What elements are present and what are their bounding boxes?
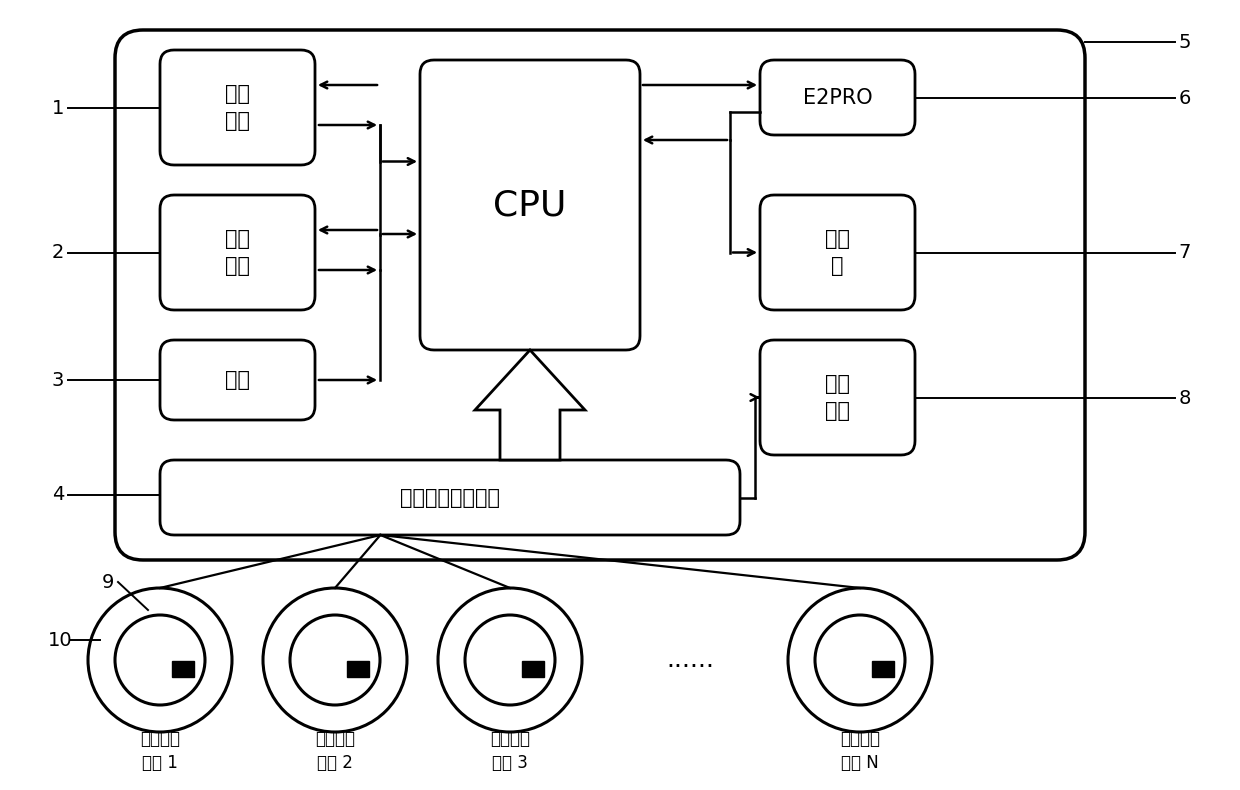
FancyBboxPatch shape (760, 60, 915, 135)
FancyBboxPatch shape (115, 30, 1085, 560)
Text: E2PRO: E2PRO (802, 88, 872, 107)
Text: 5: 5 (1179, 32, 1192, 51)
Text: 电流感应
探头 1: 电流感应 探头 1 (140, 730, 180, 772)
Ellipse shape (787, 588, 932, 732)
Bar (346, 661, 368, 677)
FancyBboxPatch shape (420, 60, 640, 350)
Ellipse shape (815, 615, 905, 705)
FancyBboxPatch shape (760, 340, 915, 455)
Text: 电压
采样: 电压 采样 (825, 374, 849, 421)
FancyBboxPatch shape (160, 340, 315, 420)
Text: 通信
接口: 通信 接口 (224, 229, 250, 276)
Text: 10: 10 (47, 630, 72, 649)
Text: 1: 1 (52, 99, 64, 118)
Ellipse shape (290, 615, 379, 705)
FancyBboxPatch shape (160, 460, 740, 535)
Text: 电源
管理: 电源 管理 (224, 85, 250, 130)
Text: 电流感应
探头 2: 电流感应 探头 2 (315, 730, 355, 772)
Text: ......: ...... (666, 648, 714, 672)
Text: 按键: 按键 (224, 370, 250, 390)
Text: 8: 8 (1179, 389, 1192, 408)
Ellipse shape (438, 588, 582, 732)
Ellipse shape (88, 588, 232, 732)
Ellipse shape (115, 615, 205, 705)
Text: 4: 4 (52, 486, 64, 505)
Text: 多路采集接口电路: 多路采集接口电路 (401, 487, 500, 507)
Polygon shape (475, 350, 585, 460)
Text: 看门
狗: 看门 狗 (825, 229, 849, 276)
Text: 7: 7 (1179, 243, 1192, 262)
Text: 3: 3 (52, 371, 64, 389)
Bar (872, 661, 894, 677)
Ellipse shape (263, 588, 407, 732)
FancyBboxPatch shape (760, 195, 915, 310)
Text: 电流感应
探头 N: 电流感应 探头 N (839, 730, 880, 772)
Bar (171, 661, 193, 677)
FancyBboxPatch shape (160, 50, 315, 165)
Text: 电流感应
探头 3: 电流感应 探头 3 (490, 730, 529, 772)
Bar (522, 661, 543, 677)
FancyBboxPatch shape (160, 195, 315, 310)
Text: 2: 2 (52, 243, 64, 262)
Text: 9: 9 (102, 573, 114, 592)
Text: 6: 6 (1179, 88, 1192, 107)
Text: CPU: CPU (494, 188, 567, 222)
Ellipse shape (465, 615, 556, 705)
